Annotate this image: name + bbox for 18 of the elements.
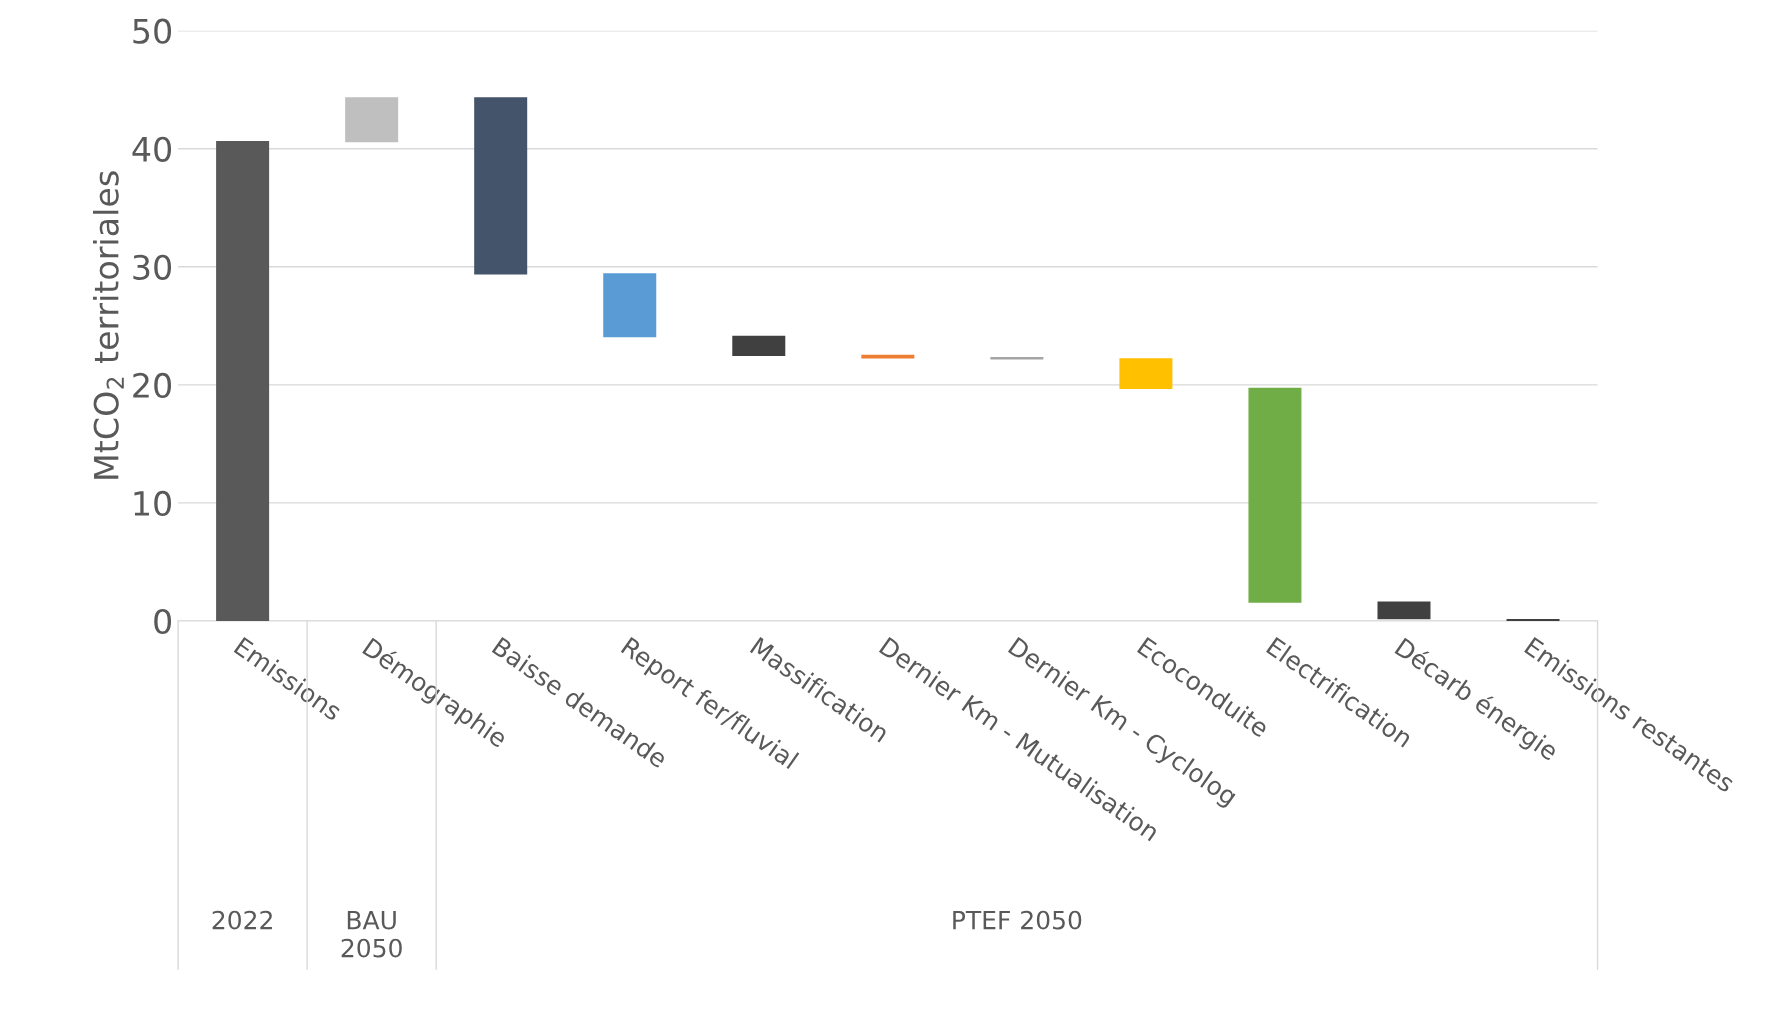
bar [216,140,270,621]
text: PTEF 2050 [953,910,1082,930]
y-tick-label: 30 [133,254,172,280]
bar [474,97,528,275]
bar [603,273,657,338]
y-tick-label: 50 [133,18,172,44]
text: 2022 [212,910,272,930]
y-tick-label: 40 [132,136,172,162]
y-tick-label: 20 [133,372,172,398]
y-axis-title: MtCO$_{2}$ territoriales [93,171,124,479]
y-tick-label: 10 [134,490,172,517]
y-tick-label: 0 [154,608,172,635]
bar [1377,601,1431,620]
bar [1248,387,1302,603]
text: BAU 2050 [341,910,402,958]
bar [732,335,786,357]
bar [1119,358,1173,390]
bar [345,97,399,143]
